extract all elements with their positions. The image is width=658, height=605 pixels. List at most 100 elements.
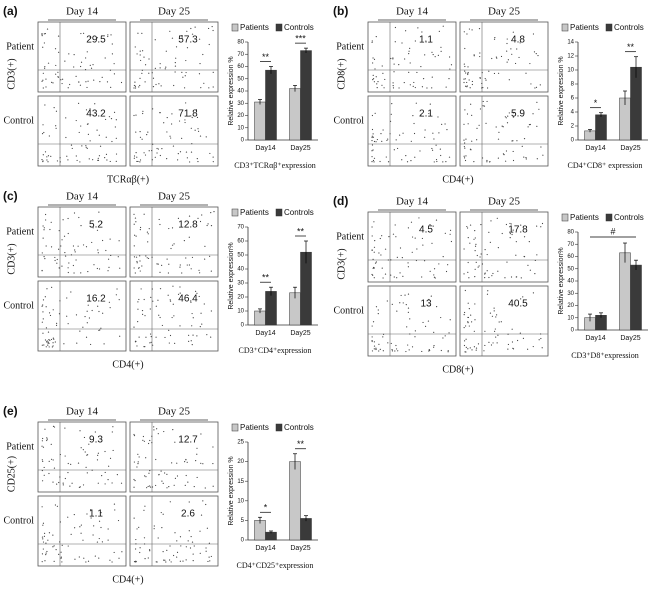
y-axis-label: Relative expression % bbox=[228, 456, 235, 525]
cell-dot bbox=[372, 258, 374, 260]
caption: CD3⁺TCRαβ⁺expression bbox=[234, 161, 316, 170]
cell-dot bbox=[373, 348, 375, 350]
cell-dot bbox=[98, 557, 100, 559]
cell-dot bbox=[186, 157, 188, 159]
cell-dot bbox=[55, 324, 58, 326]
cell-dot bbox=[470, 103, 472, 105]
cell-dot bbox=[89, 108, 91, 110]
cell-dot bbox=[94, 103, 96, 105]
cell-dot bbox=[434, 277, 436, 279]
cell-dot bbox=[165, 561, 167, 563]
cell-dot bbox=[111, 561, 113, 563]
cell-dot bbox=[373, 345, 376, 347]
cell-dot bbox=[52, 309, 54, 311]
cell-dot bbox=[541, 347, 543, 349]
cell-dot bbox=[534, 259, 536, 262]
cell-dot bbox=[474, 268, 476, 270]
cell-dot bbox=[537, 54, 539, 57]
cell-dot bbox=[371, 128, 374, 131]
cell-dot bbox=[118, 240, 120, 242]
row-label: Control bbox=[333, 305, 364, 316]
cell-dot bbox=[519, 332, 521, 334]
cell-dot bbox=[139, 84, 141, 87]
cell-dot bbox=[43, 344, 45, 346]
cell-dot bbox=[97, 305, 99, 307]
cell-dot bbox=[395, 236, 397, 238]
cell-dot bbox=[137, 32, 139, 34]
cell-dot bbox=[41, 35, 43, 37]
cell-dot bbox=[502, 126, 504, 128]
x-tick-label: Day14 bbox=[255, 145, 275, 152]
cell-dot bbox=[463, 139, 465, 141]
cell-dot bbox=[445, 86, 447, 88]
cell-dot bbox=[143, 440, 145, 442]
legend-swatch bbox=[605, 213, 613, 222]
cell-dot bbox=[536, 225, 538, 227]
cell-dot bbox=[177, 159, 179, 161]
cell-dot bbox=[96, 37, 98, 39]
cell-dot bbox=[134, 479, 136, 482]
cell-dot bbox=[80, 125, 82, 127]
cell-dot bbox=[152, 300, 154, 302]
cell-dot bbox=[532, 345, 534, 348]
cell-dot bbox=[373, 341, 375, 343]
cell-dot bbox=[111, 431, 113, 433]
cell-dot bbox=[151, 442, 153, 444]
cell-dot bbox=[371, 340, 373, 343]
y-tick-label: 0 bbox=[241, 138, 245, 144]
cell-dot bbox=[188, 236, 190, 238]
cell-dot bbox=[199, 326, 201, 328]
cell-dot bbox=[496, 217, 498, 219]
cell-dot bbox=[43, 474, 45, 476]
cell-dot bbox=[155, 336, 157, 338]
cell-dot bbox=[440, 349, 442, 352]
flow-plot bbox=[367, 285, 457, 357]
cell-dot bbox=[109, 238, 111, 240]
cell-dot bbox=[470, 149, 472, 151]
cell-dot bbox=[100, 327, 102, 329]
cell-dot bbox=[135, 114, 137, 116]
y-axis-label: Relative expression % bbox=[558, 56, 565, 125]
cell-dot bbox=[41, 469, 43, 472]
cell-dot bbox=[97, 482, 99, 484]
legend-label: Controls bbox=[284, 23, 314, 32]
y-tick-label: 60 bbox=[237, 64, 244, 70]
cell-dot bbox=[408, 71, 410, 73]
cell-dot bbox=[109, 69, 111, 71]
cell-dot bbox=[408, 349, 410, 351]
cell-dot bbox=[89, 64, 91, 66]
y-tick-label: 10 bbox=[567, 68, 574, 74]
column-label: Day 14 bbox=[66, 6, 99, 18]
cell-dot bbox=[394, 350, 396, 352]
cell-dot bbox=[196, 157, 198, 160]
cell-dot bbox=[160, 470, 162, 472]
cell-dot bbox=[199, 135, 202, 137]
cell-dot bbox=[190, 535, 192, 538]
panel-label: (b) bbox=[333, 4, 348, 18]
cell-dot bbox=[172, 429, 174, 431]
cell-dot bbox=[85, 57, 87, 59]
cell-dot bbox=[79, 330, 81, 332]
cell-dot bbox=[449, 68, 451, 70]
cell-dot bbox=[404, 58, 406, 60]
y-tick-label: 8 bbox=[571, 82, 575, 88]
row-label: Patient bbox=[336, 41, 364, 52]
cell-dot bbox=[47, 331, 50, 333]
cell-dot bbox=[414, 40, 416, 42]
cell-dot bbox=[45, 552, 47, 554]
cell-dot bbox=[539, 84, 541, 86]
cell-dot bbox=[196, 453, 198, 455]
cell-dot bbox=[474, 230, 476, 232]
cell-dot bbox=[466, 81, 468, 84]
cell-dot bbox=[61, 82, 63, 85]
legend-swatch bbox=[275, 423, 283, 432]
cell-dot bbox=[137, 453, 139, 455]
cell-dot bbox=[208, 542, 210, 544]
cell-dot bbox=[93, 525, 95, 527]
cell-dot bbox=[138, 336, 140, 338]
cell-dot bbox=[379, 237, 381, 240]
cell-dot bbox=[212, 446, 214, 448]
cell-dot bbox=[212, 462, 214, 465]
cell-dot bbox=[386, 139, 388, 142]
cell-dot bbox=[509, 232, 511, 235]
